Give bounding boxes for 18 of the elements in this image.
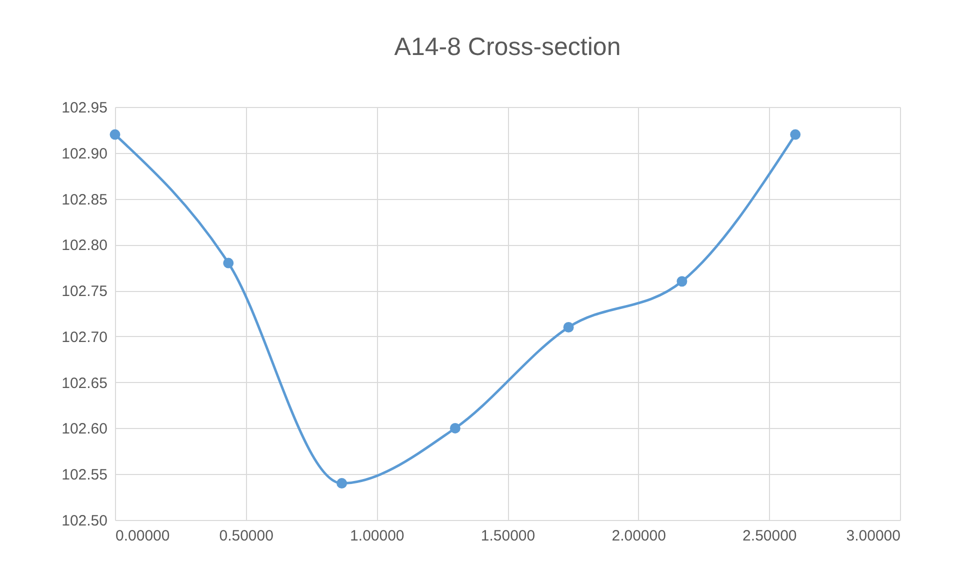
x-tick-label: 0.00000 xyxy=(116,528,170,544)
x-tick-label: 1.50000 xyxy=(480,528,536,544)
y-tick-label: 102.95 xyxy=(62,100,108,116)
y-tick-label: 102.80 xyxy=(62,237,108,254)
y-tick-label: 102.65 xyxy=(62,374,108,392)
x-tick-label: 2.50000 xyxy=(742,528,797,544)
x-tick-label: 1.00000 xyxy=(350,528,404,544)
x-tick-label: 3.00000 xyxy=(846,528,900,544)
chart-title: A14-8 Cross-section xyxy=(394,33,621,61)
y-tick-label: 102.50 xyxy=(62,512,108,530)
y-tick-label: 102.75 xyxy=(62,283,108,300)
y-tick-label: 102.85 xyxy=(62,191,108,208)
x-tick-label: 0.50000 xyxy=(219,528,274,544)
y-tick-label: 102.60 xyxy=(62,420,108,438)
y-tick-label: 102.70 xyxy=(62,328,108,346)
y-tick-label: 102.55 xyxy=(62,466,108,484)
y-tick-label: 102.90 xyxy=(62,145,108,162)
x-tick-label: 2.00000 xyxy=(612,528,666,544)
